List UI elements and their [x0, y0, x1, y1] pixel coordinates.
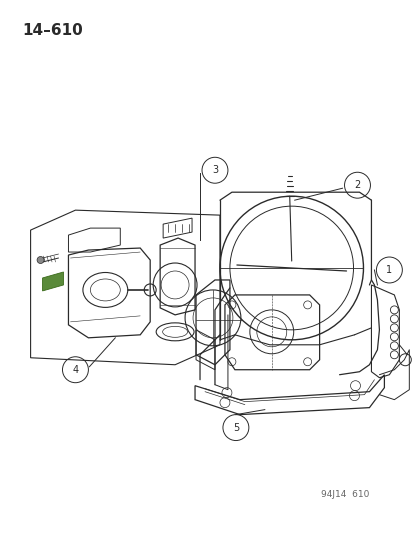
Text: 3: 3 [211, 165, 218, 175]
Text: 94J14  610: 94J14 610 [320, 490, 368, 499]
Polygon shape [43, 272, 63, 291]
Text: 4: 4 [72, 365, 78, 375]
Text: 14–610: 14–610 [23, 22, 83, 38]
Text: 1: 1 [385, 265, 392, 275]
Text: 5: 5 [232, 423, 238, 433]
Circle shape [37, 256, 44, 263]
Text: 2: 2 [354, 180, 360, 190]
